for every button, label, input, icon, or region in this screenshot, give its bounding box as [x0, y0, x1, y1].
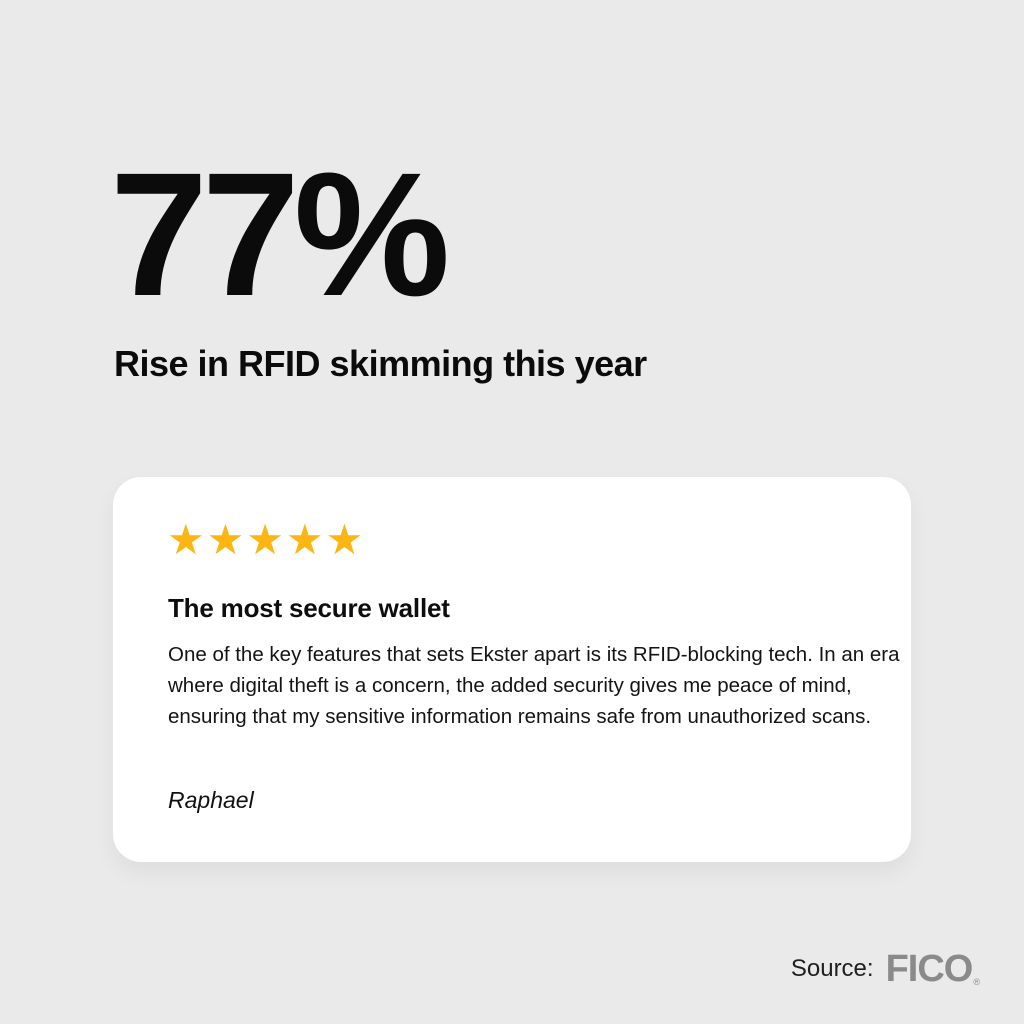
source-label: Source:	[790, 955, 874, 982]
star-rating-icons: ★★★★★	[167, 515, 366, 564]
registered-trademark-icon: ®	[973, 977, 980, 987]
source-attribution: Source: FICO ®	[791, 950, 980, 988]
review-author: Raphael	[168, 787, 254, 813]
review-title: The most secure wallet	[168, 593, 450, 623]
review-quote: One of the key features that sets Ekster…	[168, 643, 900, 728]
fico-logo: FICO ®	[886, 950, 980, 988]
fico-logo-text: FICO	[885, 948, 974, 990]
stat-caption: Rise in RFID skimming this year	[114, 343, 647, 384]
review-card: ★★★★★ The most secure wallet One of the …	[113, 477, 911, 862]
stat-value: 77%	[110, 137, 450, 333]
